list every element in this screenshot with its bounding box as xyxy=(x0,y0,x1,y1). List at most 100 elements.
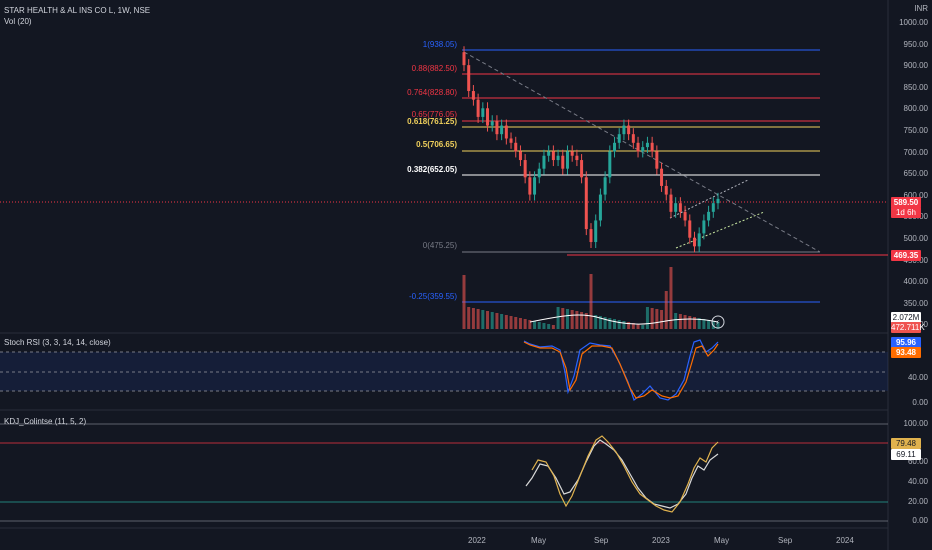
candle-body xyxy=(565,151,569,169)
fib-label: 0.618(761.25) xyxy=(407,117,457,126)
volume-bar xyxy=(598,316,602,329)
kdj-tick: 0.00 xyxy=(912,516,928,525)
stoch-d-line xyxy=(523,341,719,399)
candle-body xyxy=(669,194,673,212)
volume-bar xyxy=(678,314,682,329)
volume-bar xyxy=(627,322,631,329)
downtrend-line xyxy=(463,51,821,253)
time-tick: May xyxy=(531,536,547,545)
fib-label: -0.25(359.55) xyxy=(408,292,457,301)
volume-bar xyxy=(537,322,541,329)
volume-bar xyxy=(669,267,673,329)
candle-body xyxy=(674,203,678,212)
kdj-tick: 20.00 xyxy=(907,497,928,506)
candle-body xyxy=(504,125,508,139)
candle-body xyxy=(481,108,485,117)
volume-bar xyxy=(495,313,499,329)
candle-body xyxy=(650,142,654,152)
volume-bar xyxy=(467,307,471,329)
price-tick: 800.00 xyxy=(903,104,928,114)
volume-bar xyxy=(584,313,588,329)
volume-bar xyxy=(565,309,569,329)
volume-bar xyxy=(490,312,494,329)
volume-bar xyxy=(608,318,612,329)
kdj-label: KDJ_Colintse (11, 5, 2) xyxy=(4,417,87,426)
fib-label: 0.5(706.65) xyxy=(416,140,457,149)
volume-bar xyxy=(528,320,532,329)
candle-body xyxy=(518,151,522,161)
fib-label: 0.382(652.05) xyxy=(407,165,457,174)
candle-body xyxy=(702,220,706,234)
volume-bar xyxy=(603,317,607,329)
volume-bar xyxy=(683,315,687,329)
volume-bar xyxy=(575,311,579,329)
candle-body xyxy=(537,168,541,178)
volume-bar xyxy=(702,319,706,329)
candle-body xyxy=(636,142,640,152)
candle-body xyxy=(528,177,532,195)
currency-label: INR xyxy=(914,4,928,13)
volume-bar xyxy=(613,319,617,329)
kdj-tick: 100.00 xyxy=(903,419,928,428)
volume-bar xyxy=(476,309,480,329)
candle-body xyxy=(683,211,687,221)
volume-bar xyxy=(631,323,635,329)
candle-body xyxy=(533,177,537,195)
time-tick: Sep xyxy=(778,536,793,545)
volume-bar xyxy=(716,322,720,329)
candle-body xyxy=(575,155,579,161)
fib-label: 0.764(828.80) xyxy=(407,88,457,97)
volume-badge: 472.711K xyxy=(891,322,925,333)
price-tick: 1000.00 xyxy=(899,18,928,27)
volume-bar xyxy=(688,316,692,329)
candle-body xyxy=(486,108,490,126)
fib-label: 1(938.05) xyxy=(422,40,457,49)
candle-body xyxy=(589,229,593,243)
price-tick: 600.00 xyxy=(903,190,928,200)
volume-bar xyxy=(542,323,546,329)
candle-body xyxy=(641,147,645,152)
kdj-d-line xyxy=(531,435,719,513)
candle-body xyxy=(509,138,513,143)
volume-bar xyxy=(471,308,475,329)
candle-body xyxy=(594,220,598,243)
candle-body xyxy=(692,237,696,247)
kdj-k-badge: 79.48 xyxy=(891,438,921,449)
candle-body xyxy=(523,160,527,178)
volume-bar xyxy=(589,274,593,329)
candle-body xyxy=(613,142,617,152)
candle-body xyxy=(678,203,682,212)
price-tick: 900.00 xyxy=(903,61,928,71)
volume-group xyxy=(462,267,720,329)
volume-bar xyxy=(650,308,654,329)
kdj-d-badge: 69.11 xyxy=(891,449,921,460)
volume-bar xyxy=(641,325,645,329)
candle-body xyxy=(627,125,631,135)
volume-bar xyxy=(533,321,537,329)
chart-title: STAR HEALTH & AL INS CO L, 1W, NSE xyxy=(4,6,151,15)
volume-bar xyxy=(514,317,518,329)
candle-body xyxy=(584,177,588,230)
fib-label: 0.88(882.50) xyxy=(411,64,457,73)
volume-bar xyxy=(636,324,640,329)
volume-bar xyxy=(523,319,527,329)
low-badge: 469.35 xyxy=(891,250,921,261)
kdj-k-line xyxy=(525,439,719,509)
volume-label: Vol (20) xyxy=(4,17,32,26)
candle-body xyxy=(561,155,565,169)
candle-body xyxy=(542,155,546,169)
candle-body xyxy=(688,220,692,238)
alert-icon xyxy=(711,315,725,329)
candle-body xyxy=(716,198,720,204)
volume-bar xyxy=(504,315,508,329)
time-tick: 2022 xyxy=(468,536,486,545)
candle-body xyxy=(697,233,701,247)
channel-upper xyxy=(669,179,749,219)
candle-body xyxy=(603,177,607,195)
candle-body xyxy=(617,134,621,143)
candle-body xyxy=(664,185,668,195)
volume-bar xyxy=(622,321,626,329)
volume-bar xyxy=(664,291,668,329)
candle-body xyxy=(598,194,602,221)
